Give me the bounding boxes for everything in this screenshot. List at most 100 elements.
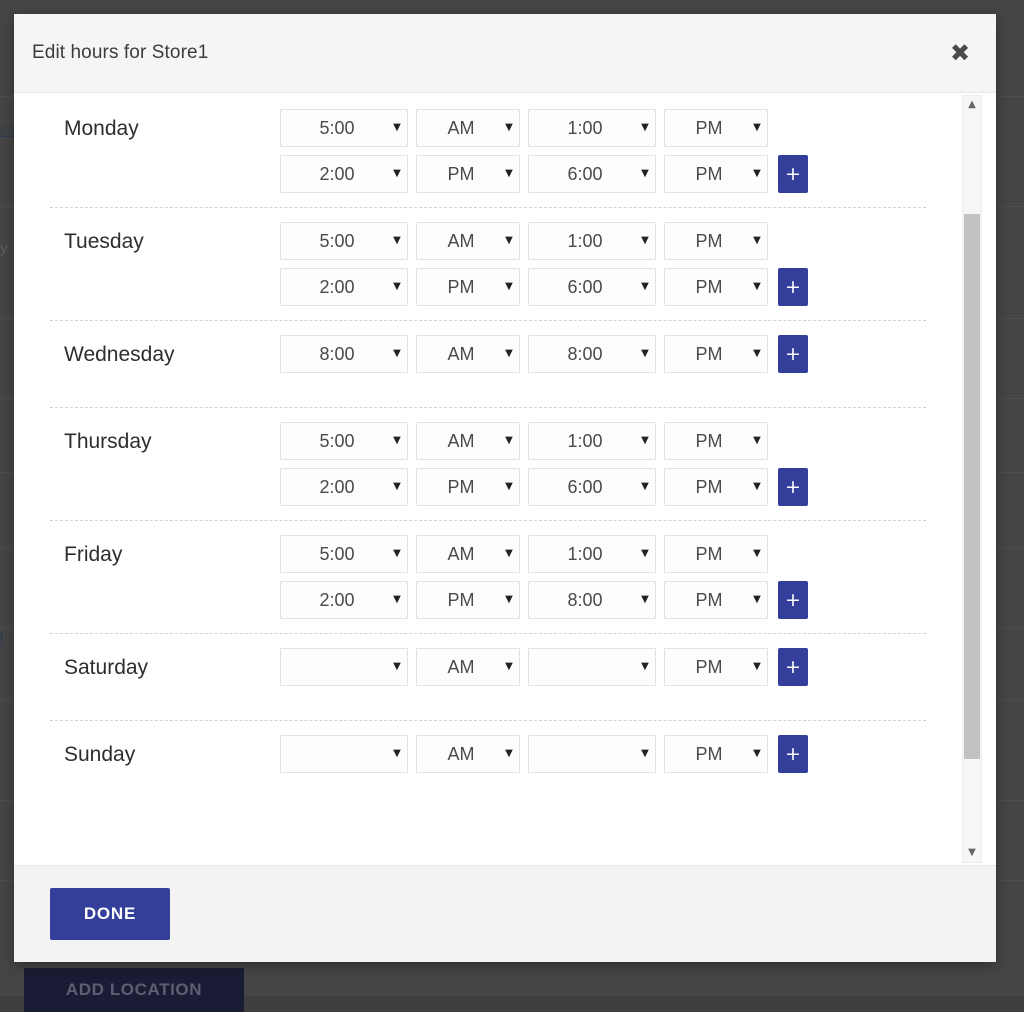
day-row: Monday 5:00 ▼ AM ▼ 1:00 ▼ PM ▼ 2:00 ▼ PM ▼ 6:00 ▼ PM ▼ +	[50, 95, 926, 208]
add-time-slot-button[interactable]: +	[778, 648, 808, 686]
chevron-down-icon: ▼	[641, 168, 649, 179]
end-time-select[interactable]: 6:00 ▼	[528, 268, 656, 306]
scrollbar-thumb[interactable]	[964, 214, 980, 759]
chevron-down-icon: ▼	[753, 348, 761, 359]
end-meridiem-select[interactable]: PM ▼	[664, 581, 768, 619]
end-time-select[interactable]: 6:00 ▼	[528, 468, 656, 506]
end-meridiem-select-value: PM	[695, 163, 723, 184]
end-time-select[interactable]: 8:00 ▼	[528, 581, 656, 619]
chevron-down-icon: ▼	[641, 348, 649, 359]
dialog-title: Edit hours for Store1	[32, 42, 209, 63]
add-time-slot-button[interactable]: +	[778, 468, 808, 506]
chevron-down-icon: ▼	[753, 281, 761, 292]
end-meridiem-select-value: PM	[695, 430, 723, 451]
chevron-down-icon: ▼	[505, 548, 513, 559]
end-meridiem-select[interactable]: PM ▼	[664, 155, 768, 193]
start-time-select[interactable]: 5:00 ▼	[280, 109, 408, 147]
start-meridiem-select[interactable]: PM ▼	[416, 468, 520, 506]
add-time-slot-button[interactable]: +	[778, 335, 808, 373]
add-time-slot-button[interactable]: +	[778, 581, 808, 619]
time-slot-group: 5:00 ▼ AM ▼ 1:00 ▼ PM ▼ 2:00 ▼ PM ▼ 8:00 ▼ PM ▼ +	[280, 535, 926, 619]
vertical-scrollbar[interactable]: ▲ ▼	[962, 95, 982, 863]
chevron-down-icon: ▼	[753, 548, 761, 559]
background-text: y	[0, 240, 8, 257]
day-row: Saturday ▼ AM ▼ ▼ PM ▼ +	[50, 634, 926, 721]
end-meridiem-select[interactable]: PM ▼	[664, 422, 768, 460]
start-time-select[interactable]: 5:00 ▼	[280, 535, 408, 573]
end-time-select[interactable]: 6:00 ▼	[528, 155, 656, 193]
time-slot-group: 5:00 ▼ AM ▼ 1:00 ▼ PM ▼ 2:00 ▼ PM ▼ 6:00 ▼ PM ▼ +	[280, 222, 926, 306]
start-time-select-value: 5:00	[319, 230, 355, 251]
time-slot-row: ▼ AM ▼ ▼ PM ▼ +	[280, 648, 926, 686]
start-time-select[interactable]: 2:00 ▼	[280, 155, 408, 193]
chevron-down-icon: ▼	[753, 235, 761, 246]
start-meridiem-select[interactable]: PM ▼	[416, 155, 520, 193]
end-time-select-value: 8:00	[567, 589, 603, 610]
time-slot-group: ▼ AM ▼ ▼ PM ▼ +	[280, 648, 926, 686]
start-meridiem-select[interactable]: AM ▼	[416, 109, 520, 147]
chevron-down-icon: ▼	[753, 435, 761, 446]
add-time-slot-button[interactable]: +	[778, 155, 808, 193]
end-time-select[interactable]: 1:00 ▼	[528, 109, 656, 147]
end-time-select[interactable]: 1:00 ▼	[528, 535, 656, 573]
end-meridiem-select[interactable]: PM ▼	[664, 648, 768, 686]
end-meridiem-select-value: PM	[695, 656, 723, 677]
start-time-select[interactable]: ▼	[280, 735, 408, 773]
end-time-select[interactable]: ▼	[528, 648, 656, 686]
end-time-select[interactable]: ▼	[528, 735, 656, 773]
chevron-down-icon: ▼	[505, 481, 513, 492]
end-meridiem-select[interactable]: PM ▼	[664, 735, 768, 773]
add-time-slot-button[interactable]: +	[778, 735, 808, 773]
background-link[interactable]: l	[0, 630, 4, 647]
background-link[interactable]: ss	[0, 122, 15, 139]
end-meridiem-select[interactable]: PM ▼	[664, 268, 768, 306]
chevron-down-icon: ▼	[753, 594, 761, 605]
scroll-up-arrow-icon[interactable]: ▲	[968, 99, 976, 110]
start-meridiem-select[interactable]: AM ▼	[416, 648, 520, 686]
chevron-down-icon: ▼	[393, 168, 401, 179]
start-time-select-value: 5:00	[319, 543, 355, 564]
start-meridiem-select[interactable]: AM ▼	[416, 222, 520, 260]
chevron-down-icon: ▼	[393, 281, 401, 292]
day-label-friday: Friday	[64, 543, 123, 566]
end-meridiem-select[interactable]: PM ▼	[664, 335, 768, 373]
start-time-select[interactable]: 5:00 ▼	[280, 222, 408, 260]
end-time-select[interactable]: 1:00 ▼	[528, 222, 656, 260]
chevron-down-icon: ▼	[505, 661, 513, 672]
chevron-down-icon: ▼	[505, 348, 513, 359]
end-time-select[interactable]: 8:00 ▼	[528, 335, 656, 373]
chevron-down-icon: ▼	[505, 168, 513, 179]
start-meridiem-select[interactable]: AM ▼	[416, 422, 520, 460]
start-meridiem-select[interactable]: PM ▼	[416, 581, 520, 619]
close-icon[interactable]: ✖	[946, 39, 974, 67]
start-meridiem-select[interactable]: AM ▼	[416, 735, 520, 773]
start-meridiem-select[interactable]: PM ▼	[416, 268, 520, 306]
chevron-down-icon: ▼	[505, 235, 513, 246]
end-meridiem-select[interactable]: PM ▼	[664, 468, 768, 506]
day-label-sunday: Sunday	[64, 743, 136, 766]
start-meridiem-select-value: AM	[447, 543, 475, 564]
chevron-down-icon: ▼	[641, 481, 649, 492]
start-meridiem-select[interactable]: AM ▼	[416, 535, 520, 573]
start-time-select[interactable]: 2:00 ▼	[280, 268, 408, 306]
start-time-select[interactable]: 8:00 ▼	[280, 335, 408, 373]
start-meridiem-select-value: PM	[447, 476, 475, 497]
start-time-select-value: 2:00	[319, 276, 355, 297]
day-row: Sunday ▼ AM ▼ ▼ PM ▼ +	[50, 721, 926, 807]
start-meridiem-select[interactable]: AM ▼	[416, 335, 520, 373]
time-slot-group: ▼ AM ▼ ▼ PM ▼ +	[280, 735, 926, 773]
add-location-button[interactable]: ADD LOCATION	[24, 968, 244, 1012]
end-meridiem-select[interactable]: PM ▼	[664, 535, 768, 573]
start-time-select[interactable]: ▼	[280, 648, 408, 686]
start-time-select[interactable]: 2:00 ▼	[280, 468, 408, 506]
end-meridiem-select[interactable]: PM ▼	[664, 109, 768, 147]
add-time-slot-button[interactable]: +	[778, 268, 808, 306]
done-button[interactable]: DONE	[50, 888, 170, 940]
start-time-select[interactable]: 5:00 ▼	[280, 422, 408, 460]
chevron-down-icon: ▼	[505, 435, 513, 446]
chevron-down-icon: ▼	[641, 594, 649, 605]
start-time-select[interactable]: 2:00 ▼	[280, 581, 408, 619]
scroll-down-arrow-icon[interactable]: ▼	[968, 847, 976, 858]
end-meridiem-select[interactable]: PM ▼	[664, 222, 768, 260]
end-time-select[interactable]: 1:00 ▼	[528, 422, 656, 460]
